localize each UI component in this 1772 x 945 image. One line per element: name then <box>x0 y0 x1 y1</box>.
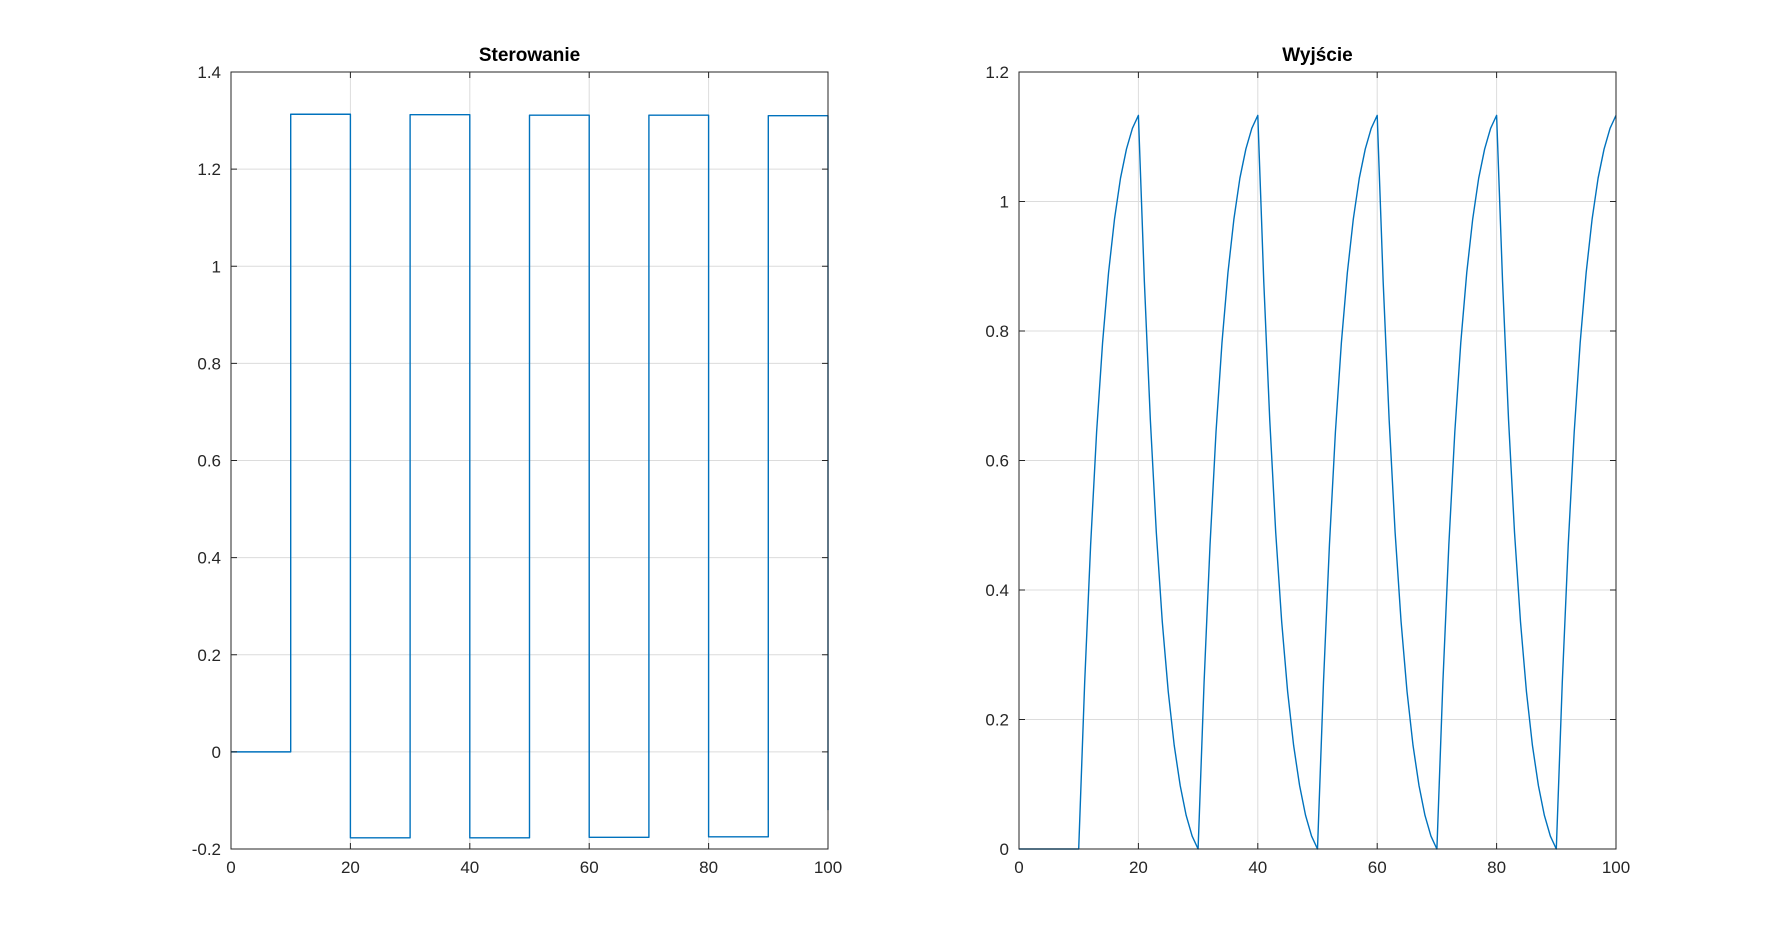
series-line <box>1019 114 1617 850</box>
y-tick-label: 0.8 <box>197 354 221 373</box>
series-line <box>231 113 829 839</box>
y-tick-label: 1.2 <box>985 63 1009 82</box>
x-tick-label: 20 <box>1129 858 1148 877</box>
y-tick-label: 1.4 <box>197 63 221 82</box>
y-tick-label: 1.2 <box>197 160 221 179</box>
x-tick-label: 100 <box>814 858 842 877</box>
y-tick-label: 1 <box>212 257 221 276</box>
ticks: 0 20 40 60 80 100 0 0.2 0.4 0.6 0.8 1 1.2 <box>985 63 1630 877</box>
y-tick-label: 0 <box>1000 840 1009 859</box>
y-tick-label: 0.8 <box>985 322 1009 341</box>
grid <box>1019 72 1616 849</box>
x-tick-label: 80 <box>1487 858 1506 877</box>
y-tick-label: 0.2 <box>197 646 221 665</box>
x-tick-label: 0 <box>226 858 235 877</box>
y-tick-label: 0.6 <box>197 452 221 471</box>
y-tick-label: 0 <box>212 743 221 762</box>
x-tick-label: 40 <box>460 858 479 877</box>
chart-wyjscie: 0 20 40 60 80 100 0 0.2 0.4 0.6 0.8 1 1.2 Wyjście <box>985 45 1630 877</box>
x-tick-label: 100 <box>1602 858 1630 877</box>
ticks: 0 20 40 60 80 100 -0.2 0 0.2 0.4 0.6 0.8 1 1.2 1.4 <box>192 63 842 877</box>
x-tick-label: 40 <box>1248 858 1267 877</box>
y-tick-label: -0.2 <box>192 840 221 859</box>
series-layer <box>1019 114 1617 850</box>
y-tick-label: 0.4 <box>197 549 221 568</box>
x-tick-label: 60 <box>580 858 599 877</box>
chart-title: Sterowanie <box>479 45 580 66</box>
y-tick-label: 0.6 <box>985 452 1009 471</box>
y-tick-label: 0.2 <box>985 711 1009 730</box>
y-tick-label: 0.4 <box>985 581 1009 600</box>
y-tick-label: 1 <box>1000 193 1009 212</box>
x-tick-label: 0 <box>1014 858 1023 877</box>
x-tick-label: 80 <box>699 858 718 877</box>
x-tick-label: 20 <box>341 858 360 877</box>
series-layer <box>231 113 829 839</box>
chart-title: Wyjście <box>1282 45 1352 66</box>
chart-sterowanie: 0 20 40 60 80 100 -0.2 0 0.2 0.4 0.6 0.8 1 1.2 1.4 Ste… <box>192 45 842 877</box>
x-tick-label: 60 <box>1368 858 1387 877</box>
